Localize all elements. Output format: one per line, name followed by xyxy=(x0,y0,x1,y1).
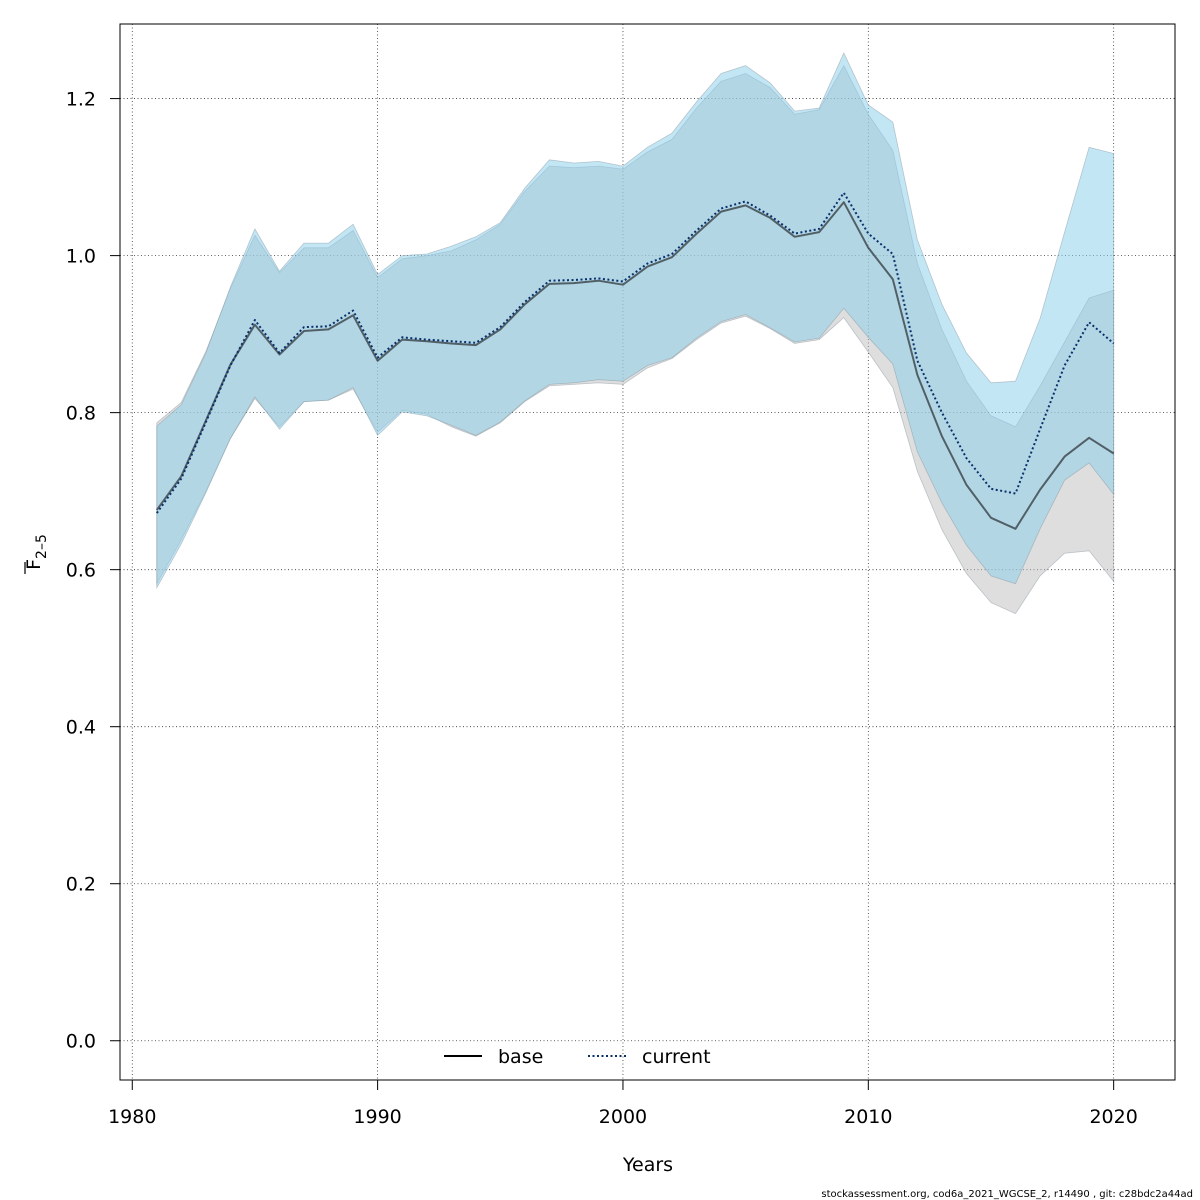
series-line-base xyxy=(155,201,1115,530)
band-current xyxy=(156,52,1115,590)
x-axis: 1980 1990 2000 2010 2020 xyxy=(108,1079,1138,1128)
x-tick-label-1980: 1980 xyxy=(108,1106,156,1128)
footer-credit: stockassessment.org, cod6a_2021_WGCSE_2,… xyxy=(821,1189,1193,1200)
x-tick-label-2010: 2010 xyxy=(844,1106,892,1128)
x-tick-label-2020: 2020 xyxy=(1089,1106,1137,1128)
y-tick-label-5: 1.0 xyxy=(66,246,96,268)
y-axis-title-subscript: 2–5 xyxy=(34,534,50,559)
series-lines xyxy=(155,191,1115,530)
y-tick-label-3: 0.6 xyxy=(66,560,96,582)
y-tick-label-0: 0.0 xyxy=(66,1031,96,1053)
x-tick-label-2000: 2000 xyxy=(599,1106,647,1128)
y-axis-title: F2–5 xyxy=(23,534,50,574)
y-tick-label-6: 1.2 xyxy=(66,89,96,111)
y-axis-title-main: F xyxy=(23,559,45,570)
legend-current-label: current xyxy=(642,1046,711,1068)
y-axis: 0.0 0.2 0.4 0.6 0.8 1.0 1.2 xyxy=(66,89,121,1053)
confidence-bands xyxy=(156,52,1115,615)
legend-base-label: base xyxy=(498,1046,543,1068)
x-axis-title: Years xyxy=(622,1154,673,1176)
y-tick-label-1: 0.2 xyxy=(66,874,96,896)
legend: base current xyxy=(444,1046,711,1068)
x-tick-label-1990: 1990 xyxy=(353,1106,401,1128)
svg-text:F2–5: F2–5 xyxy=(23,534,50,570)
y-tick-label-2: 0.4 xyxy=(66,717,96,739)
y-tick-label-4: 0.8 xyxy=(66,403,96,425)
series-line-current xyxy=(155,191,1115,514)
